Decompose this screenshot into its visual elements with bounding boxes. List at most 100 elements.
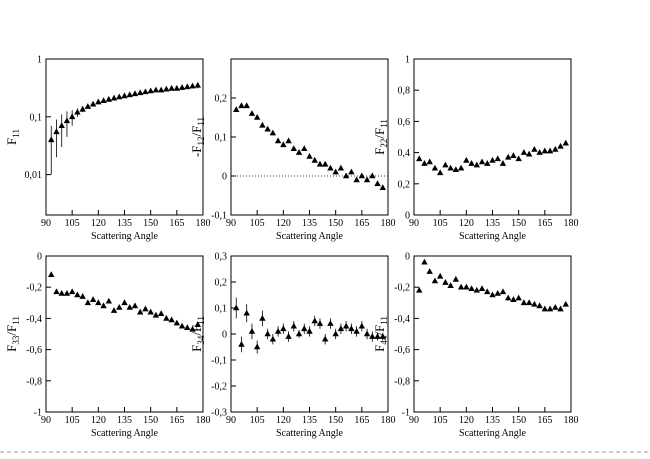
data-point — [290, 322, 297, 329]
data-point — [274, 137, 282, 144]
y-axis-label: -F12/F11 — [189, 117, 206, 157]
y-tick-label: 0,1 — [30, 112, 43, 123]
data-point — [353, 327, 360, 334]
data-point — [74, 291, 81, 298]
data-point — [363, 330, 371, 337]
data-point — [520, 299, 528, 306]
x-tick-label: 120 — [91, 218, 106, 229]
y-tick-label: -0,6 — [26, 345, 42, 356]
data-point — [269, 335, 277, 342]
data-point — [157, 86, 165, 93]
data-point — [173, 84, 181, 91]
data-point — [259, 121, 266, 128]
plot-frame — [230, 58, 389, 216]
label-subscript: 11 — [11, 129, 21, 138]
data-point — [84, 103, 92, 109]
data-point — [89, 100, 97, 107]
data-point — [173, 319, 181, 326]
data-point — [322, 160, 329, 167]
data-point — [426, 158, 433, 165]
data-point — [248, 110, 256, 116]
data-point — [421, 160, 428, 166]
x-tick-label: 105 — [433, 415, 448, 426]
x-tick-label: 120 — [276, 415, 291, 426]
data-point — [327, 320, 334, 326]
x-tick-label: 150 — [511, 218, 526, 229]
x-tick-label: 150 — [328, 415, 343, 426]
data-point — [48, 271, 55, 278]
y-axis-label: F22/F11 — [372, 119, 389, 155]
data-point — [142, 88, 149, 95]
label-text: F — [4, 345, 19, 352]
data-point — [280, 325, 287, 332]
x-tick-label: 120 — [276, 218, 291, 229]
data-point — [264, 125, 271, 132]
data-point — [194, 321, 201, 327]
data-point — [342, 322, 350, 329]
data-point — [421, 258, 428, 265]
data-point — [337, 325, 345, 332]
data-point — [348, 325, 355, 332]
x-tick-label: 180 — [381, 218, 396, 229]
x-tick-label: 135 — [485, 415, 500, 426]
data-point — [189, 82, 196, 89]
data-point — [79, 293, 86, 299]
data-point — [499, 160, 507, 166]
data-point — [342, 172, 350, 179]
data-point — [541, 305, 549, 312]
data-point — [306, 153, 313, 159]
data-point — [68, 113, 76, 120]
y-tick-label: -0,1 — [211, 211, 227, 222]
x-axis-label: Scattering Angle — [276, 231, 343, 242]
y-tick-label: 0 — [222, 330, 227, 341]
data-point — [63, 289, 71, 296]
data-point — [311, 317, 318, 324]
data-point — [442, 279, 449, 285]
y-tick-label: -1 — [402, 408, 410, 419]
x-tick-label: 90 — [226, 218, 236, 229]
data-point — [116, 303, 123, 310]
label-text: /F — [372, 128, 387, 139]
data-point — [536, 149, 543, 155]
x-axis-label: Scattering Angle — [459, 231, 526, 242]
data-point — [316, 160, 324, 167]
y-tick-label: 0,2 — [398, 179, 411, 190]
y-tick-label: 0,1 — [215, 304, 228, 315]
data-point — [163, 85, 170, 92]
y-tick-label: 0,2 — [215, 94, 228, 105]
data-point — [457, 283, 465, 290]
data-point — [494, 155, 501, 162]
data-point — [515, 294, 522, 301]
data-point — [259, 314, 266, 321]
x-tick-label: 150 — [143, 218, 158, 229]
data-point — [301, 325, 308, 332]
y-axis-label: F34/F11 — [189, 316, 206, 352]
x-tick-label: 90 — [41, 218, 51, 229]
data-point — [248, 327, 256, 334]
x-tick-label: 105 — [433, 218, 448, 229]
y-axis-label: F11 — [4, 129, 21, 145]
data-point — [189, 325, 196, 332]
x-tick-label: 90 — [226, 415, 236, 426]
data-point — [463, 283, 470, 290]
y-tick-label: -0,8 — [394, 376, 410, 387]
data-point — [116, 93, 123, 100]
x-axis-label: Scattering Angle — [459, 428, 526, 439]
data-point — [100, 97, 107, 103]
data-point — [468, 285, 475, 292]
data-point — [337, 164, 345, 171]
x-tick-label: 150 — [328, 218, 343, 229]
data-point — [95, 299, 102, 306]
data-point — [546, 147, 554, 154]
y-tick-label: -0,2 — [211, 382, 227, 393]
data-point — [100, 302, 107, 309]
data-point — [369, 172, 376, 179]
y-tick-label: 0,2 — [215, 278, 228, 289]
x-tick-label: 165 — [354, 415, 369, 426]
data-point — [243, 309, 250, 316]
data-point — [494, 289, 501, 296]
data-point — [348, 168, 355, 175]
data-point — [557, 305, 564, 312]
y-tick-label: -0,3 — [211, 408, 227, 419]
data-point — [53, 128, 60, 135]
